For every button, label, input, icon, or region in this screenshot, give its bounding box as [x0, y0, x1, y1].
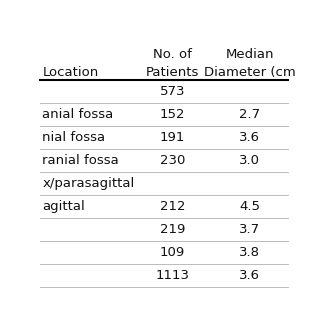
- Text: 219: 219: [160, 223, 185, 236]
- Text: 3.7: 3.7: [239, 223, 260, 236]
- Text: 3.6: 3.6: [239, 268, 260, 282]
- Text: anial fossa: anial fossa: [43, 108, 114, 121]
- Text: No. of: No. of: [153, 48, 192, 61]
- Text: 573: 573: [160, 85, 185, 98]
- Text: 230: 230: [160, 154, 185, 167]
- Text: agittal: agittal: [43, 200, 85, 213]
- Text: Diameter (cm: Diameter (cm: [204, 66, 295, 79]
- Text: 191: 191: [160, 131, 185, 144]
- Text: 2.7: 2.7: [239, 108, 260, 121]
- Text: 1113: 1113: [156, 268, 190, 282]
- Text: 4.5: 4.5: [239, 200, 260, 213]
- Text: Location: Location: [43, 66, 99, 79]
- Text: Patients: Patients: [146, 66, 199, 79]
- Text: 152: 152: [160, 108, 185, 121]
- Text: 109: 109: [160, 246, 185, 259]
- Text: 3.6: 3.6: [239, 131, 260, 144]
- Text: nial fossa: nial fossa: [43, 131, 106, 144]
- Text: 3.0: 3.0: [239, 154, 260, 167]
- Text: 212: 212: [160, 200, 185, 213]
- Text: ranial fossa: ranial fossa: [43, 154, 119, 167]
- Text: 3.8: 3.8: [239, 246, 260, 259]
- Text: x/parasagittal: x/parasagittal: [43, 177, 135, 190]
- Text: Median: Median: [225, 48, 274, 61]
